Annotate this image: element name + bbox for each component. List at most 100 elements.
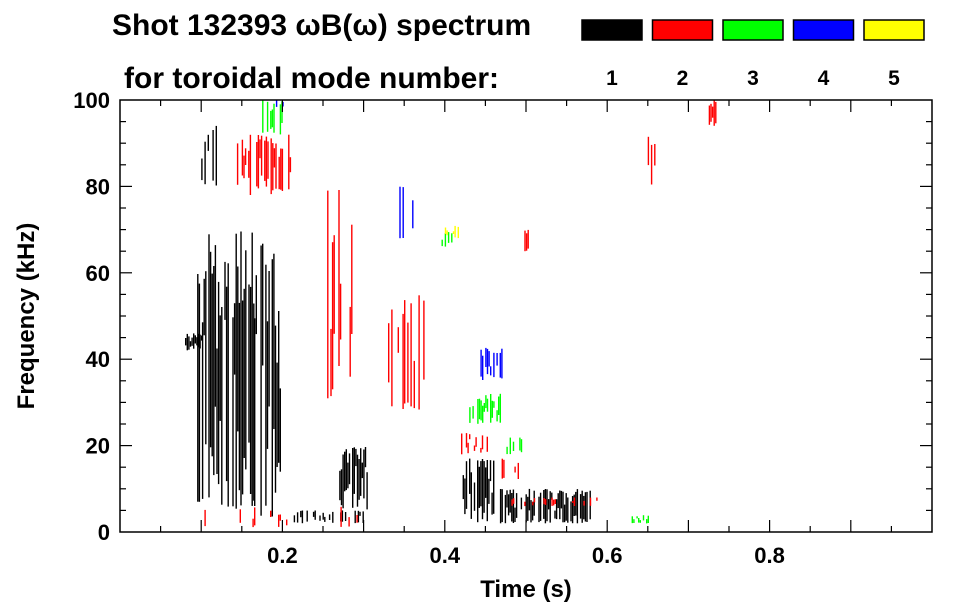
spectrum-streak xyxy=(586,491,588,522)
spectrum-streak xyxy=(646,519,648,524)
spectrum-streak xyxy=(462,475,464,500)
spectrum-streak xyxy=(199,334,201,349)
spectrum-streak xyxy=(339,470,341,501)
spectrum-streak xyxy=(256,142,258,187)
spectrum-streak xyxy=(232,317,234,507)
spectrum-streak xyxy=(446,230,448,236)
spectrum-streak xyxy=(201,322,204,499)
legend-swatch-mode-1 xyxy=(581,19,643,41)
spectrum-streak xyxy=(469,434,471,440)
spectrum-streak xyxy=(713,100,715,126)
spectrum-streak xyxy=(708,105,711,125)
spectrum-streak xyxy=(216,348,218,474)
spectrum-streak xyxy=(254,507,256,526)
spectrum-streak xyxy=(507,494,510,516)
mode-2-region-10 xyxy=(388,295,425,410)
spectrum-streak xyxy=(204,141,206,185)
legend-swatch-mode-5 xyxy=(863,19,925,41)
spectrum-streak xyxy=(418,295,420,410)
spectrum-streak xyxy=(715,101,717,124)
spectrum-streak xyxy=(711,106,714,118)
spectrum-streak xyxy=(359,511,361,516)
spectrum-streak xyxy=(352,448,354,508)
spectrum-streak xyxy=(491,492,493,515)
mode-2-region-8 xyxy=(236,134,292,195)
mode-2-region-13 xyxy=(511,497,598,507)
spectrum-streak xyxy=(501,489,503,523)
spectrum-streak xyxy=(483,461,485,513)
legend-swatch-mode-4 xyxy=(792,19,855,41)
spectrum-streak xyxy=(486,460,488,522)
spectrum-streak xyxy=(482,355,484,380)
spectrum-streak xyxy=(338,190,340,366)
spectrum-streak xyxy=(275,100,278,107)
spectrum-streak xyxy=(515,493,518,518)
y-axis-label: Frequency (kHz) xyxy=(13,223,40,410)
spectrum-streak xyxy=(215,125,217,186)
spectrum-streak xyxy=(481,435,484,450)
spectrum-streak xyxy=(233,303,236,375)
spectrum-streak xyxy=(281,101,283,123)
spectrum-streak xyxy=(563,504,566,523)
spectrum-streak xyxy=(340,506,342,527)
mode-1-region-0 xyxy=(197,231,255,509)
spectrum-streak xyxy=(477,460,479,523)
spectrum-streak xyxy=(238,302,241,491)
spectrum-streak xyxy=(549,491,551,523)
spectrum-streak xyxy=(265,136,268,187)
spectrum-streak xyxy=(517,462,519,479)
spectrum-streak xyxy=(260,245,262,516)
spectrum-streak xyxy=(452,231,455,234)
spectrum-streak xyxy=(488,478,490,504)
spectrum-streak xyxy=(237,266,239,432)
x-axis-label: Time (s) xyxy=(480,576,572,603)
spectrum-streak xyxy=(514,507,516,522)
spectrum-streak xyxy=(332,511,334,523)
spectrum-streak xyxy=(530,500,532,523)
spectrum-streak xyxy=(197,333,200,348)
mode-3-region-19 xyxy=(469,393,501,424)
spectrum-streak xyxy=(489,460,492,482)
mode-3-region-18 xyxy=(262,100,283,135)
mode-2-region-16 xyxy=(708,100,717,126)
spectrum-streak xyxy=(296,512,299,523)
spectrum-streak xyxy=(633,519,635,523)
spectrum-streak xyxy=(573,497,576,506)
spectrum-streak xyxy=(478,398,481,420)
spectrum-streak xyxy=(327,190,329,399)
y-tick-label: 20 xyxy=(86,434,110,459)
spectrum-streak xyxy=(486,398,489,412)
spectrum-streak xyxy=(461,433,463,455)
spectrum-streak xyxy=(491,400,493,418)
spectrum-streak xyxy=(236,143,239,185)
mode-2-region-12 xyxy=(501,458,519,479)
spectrum-streak xyxy=(584,492,587,522)
spectrum-streak xyxy=(544,489,547,524)
spectrum-streak xyxy=(273,148,276,168)
spectrum-streak xyxy=(399,186,401,239)
spectrum-streak xyxy=(407,322,409,403)
spectrum-streak xyxy=(239,509,241,523)
spectrum-streak xyxy=(504,494,507,524)
spectrum-streak xyxy=(572,501,574,503)
spectrum-streak xyxy=(473,482,476,511)
mode-1-region-5 xyxy=(499,488,591,524)
spectrum-streak xyxy=(596,497,598,501)
spectrum-streak xyxy=(583,495,585,520)
spectrum-streak xyxy=(240,231,242,506)
spectrum-streak xyxy=(412,200,414,229)
spectrum-streak xyxy=(551,492,553,500)
spectrum-streak xyxy=(358,459,360,500)
spectrum-streak xyxy=(189,341,192,347)
spectrum-streak xyxy=(324,516,326,522)
spectrum-streak xyxy=(361,462,363,479)
spectrum-streak xyxy=(499,352,501,378)
spectrum-streak xyxy=(241,139,244,176)
spectrum-streak xyxy=(322,512,324,520)
spectrum-streak xyxy=(499,489,502,524)
spectrum-streak xyxy=(567,497,569,523)
x-tick-label: 0.8 xyxy=(754,543,785,568)
spectrum-streak xyxy=(333,235,335,334)
spectrum-streak xyxy=(444,233,447,247)
spectrum-streak xyxy=(289,157,292,173)
